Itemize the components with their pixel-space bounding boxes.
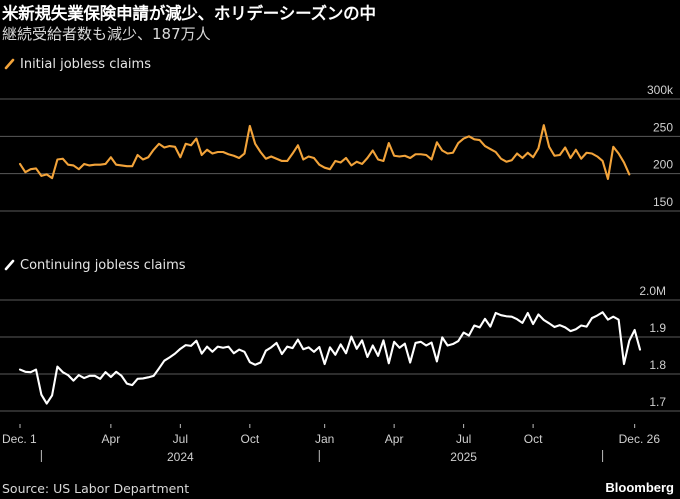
initial-ytick-label: 250: [653, 120, 673, 134]
x-tick-label: Jan: [315, 432, 334, 446]
continuing-legend-swatch: [4, 259, 15, 271]
x-tick-label: Dec. 1: [2, 432, 37, 446]
x-tick-label: Apr: [102, 432, 121, 446]
chart-title: 米新規失業保険申請が減少、ホリデーシーズンの中: [2, 4, 376, 23]
continuing-legend-label: Continuing jobless claims: [20, 258, 186, 273]
x-tick-label: Jul: [173, 432, 188, 446]
x-tick-label: Dec. 26: [619, 432, 661, 446]
x-tick-label: Oct: [240, 432, 259, 446]
initial-claims-panel: Initial jobless claims 150 200 250 300k: [0, 57, 680, 212]
x-tick-label: Jul: [456, 432, 471, 446]
initial-ytick-label: 300k: [647, 83, 674, 97]
continuing-ytick-label: 2.0M: [639, 284, 666, 298]
x-tick-label: Oct: [524, 432, 543, 446]
initial-ytick-label: 200: [653, 158, 673, 172]
chart-subtitle: 継続受給者数も減少、187万人: [2, 25, 211, 43]
continuing-ytick-label: 1.7: [649, 395, 666, 409]
initial-series-line: [18, 124, 631, 180]
x-year-label: 2024: [167, 450, 194, 464]
continuing-series-line: [18, 311, 642, 405]
x-year-label: 2025: [450, 450, 477, 464]
source-note: Source: US Labor Department: [2, 481, 190, 496]
continuing-claims-panel: Continuing jobless claims 1.7 1.8 1.9 2.0M: [0, 258, 680, 412]
initial-legend-swatch: [4, 58, 15, 70]
initial-ytick-label: 150: [653, 195, 673, 209]
bloomberg-logo: Bloomberg: [605, 480, 674, 495]
x-axis: Dec. 1 Apr Jul Oct Jan Apr Jul Oct Dec. 26 2024 20…: [2, 424, 660, 464]
x-tick-label: Apr: [385, 432, 404, 446]
continuing-ytick-label: 1.8: [649, 358, 666, 372]
initial-legend-label: Initial jobless claims: [20, 57, 151, 72]
continuing-ytick-label: 1.9: [649, 321, 666, 335]
